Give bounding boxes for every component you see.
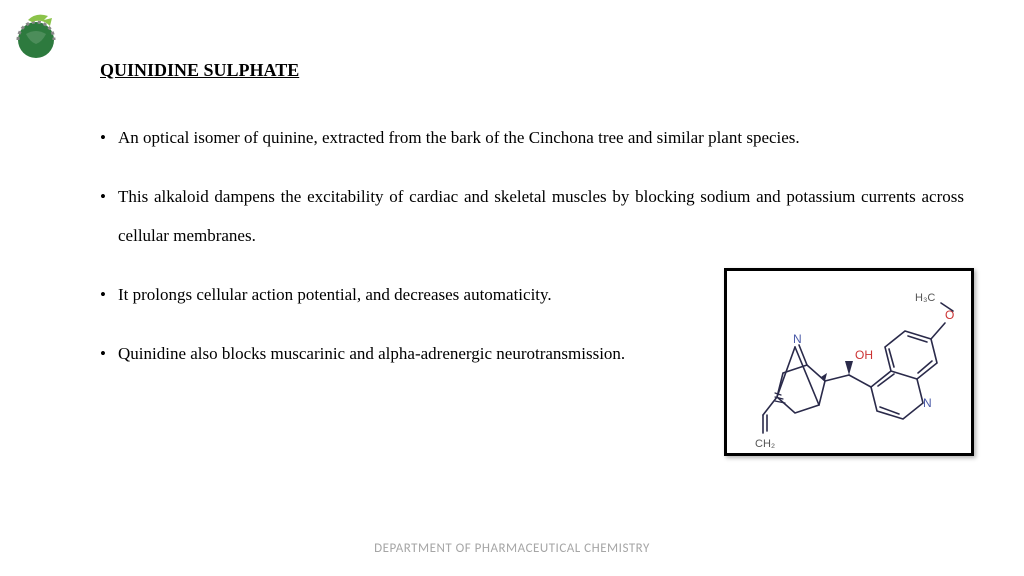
institution-logo [8,8,64,64]
slide-footer: DEPARTMENT OF PHARMACEUTICAL CHEMISTRY [0,541,1024,556]
svg-text:CH₂: CH₂ [755,438,775,450]
slide-title: QUINIDINE SULPHATE [100,60,299,81]
bullet-item: This alkaloid dampens the excitability o… [100,177,964,255]
bullet-item: Quinidine also blocks muscarinic and alp… [100,334,740,373]
svg-text:N: N [793,332,802,346]
bullet-item: It prolongs cellular action potential, a… [100,275,740,314]
svg-text:N: N [923,396,932,410]
chemical-structure: N O H₃C OH N [724,268,974,456]
bullet-item: An optical isomer of quinine, extracted … [100,118,964,157]
svg-text:OH: OH [855,348,873,362]
svg-text:H₃C: H₃C [915,292,935,304]
